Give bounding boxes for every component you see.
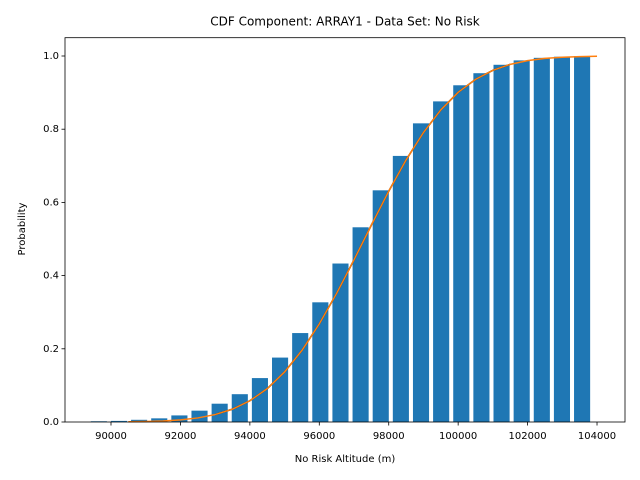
x-tick-label: 96000 <box>303 431 335 442</box>
bar <box>332 263 349 422</box>
x-tick-label: 92000 <box>165 431 197 442</box>
bar <box>191 410 208 422</box>
y-axis-label: Probability <box>17 202 28 255</box>
cdf-line <box>128 55 598 423</box>
bar <box>171 415 188 422</box>
bar <box>312 302 329 422</box>
bar <box>372 190 389 422</box>
bar <box>151 418 168 422</box>
bar <box>110 420 128 422</box>
bar <box>533 57 550 423</box>
y-tick-label: 1.0 <box>43 51 59 62</box>
x-tick-label: 94000 <box>234 431 266 442</box>
x-tick-label: 100000 <box>439 431 477 442</box>
bar <box>272 357 289 422</box>
x-axis-label: No Risk Altitude (m) <box>295 454 396 465</box>
y-tick-label: 0.6 <box>43 197 59 208</box>
bar <box>352 227 369 422</box>
y-tick-label: 0.0 <box>43 417 59 428</box>
x-tick-label: 102000 <box>508 431 546 442</box>
x-tick-label: 90000 <box>95 431 127 442</box>
bar <box>574 56 591 422</box>
y-tick-label: 0.2 <box>43 344 59 355</box>
y-tick-label: 0.4 <box>43 271 59 282</box>
plot-frame <box>64 37 626 423</box>
bar <box>553 56 571 423</box>
bar <box>251 378 268 422</box>
bar <box>453 85 470 422</box>
y-tick-label: 0.8 <box>43 124 59 135</box>
bar <box>433 101 450 422</box>
bar <box>513 60 530 422</box>
bar <box>292 333 309 422</box>
bar <box>493 64 510 422</box>
bar <box>473 73 490 423</box>
bar <box>231 394 248 422</box>
bar <box>412 123 430 423</box>
x-tick-label: 98000 <box>373 431 405 442</box>
x-tick-label: 104000 <box>578 431 616 442</box>
bar <box>392 155 409 422</box>
chart-title: CDF Component: ARRAY1 - Data Set: No Ris… <box>210 15 480 29</box>
